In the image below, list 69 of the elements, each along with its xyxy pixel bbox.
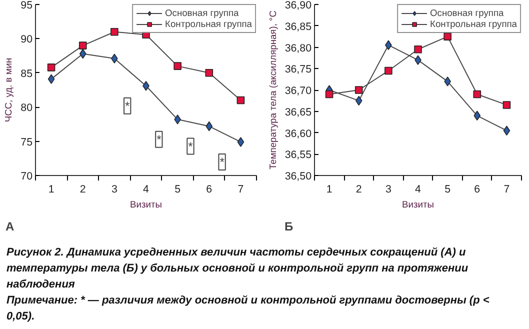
x-tick-label: 2 bbox=[356, 184, 362, 196]
y-tick-label: 36,70 bbox=[284, 85, 312, 97]
point bbox=[444, 76, 451, 86]
x-axis-title: Визиты bbox=[402, 200, 434, 210]
point bbox=[474, 110, 481, 121]
y-axis-title: ЧСС, уд. в мин bbox=[4, 58, 14, 122]
point bbox=[414, 45, 422, 54]
point bbox=[79, 48, 86, 59]
x-tick-label: 7 bbox=[504, 184, 510, 196]
point bbox=[236, 96, 245, 104]
point bbox=[444, 32, 452, 40]
legend-label: Контрольная группа bbox=[165, 19, 252, 29]
y-tick-label: 95 bbox=[20, 0, 33, 12]
y-tick-label: 36,65 bbox=[284, 106, 312, 118]
annotation: * bbox=[220, 154, 225, 169]
point bbox=[384, 66, 392, 75]
y-tick-label: 85 bbox=[20, 68, 33, 80]
legend-label: Основная группа bbox=[430, 8, 504, 18]
point bbox=[502, 101, 511, 109]
y-axis-title: Температура тела (аксиллярная), °С bbox=[268, 10, 278, 170]
text: А bbox=[6, 220, 14, 234]
point bbox=[110, 28, 118, 36]
annotation: * bbox=[188, 139, 194, 154]
point bbox=[237, 137, 244, 147]
x-tick-label: 3 bbox=[385, 184, 392, 196]
point bbox=[205, 69, 214, 77]
x-tick-label: 5 bbox=[444, 184, 451, 196]
y-tick-label: 36,80 bbox=[284, 42, 312, 54]
y-tick-label: 36,50 bbox=[284, 170, 312, 182]
y-tick-label: 80 bbox=[20, 102, 33, 114]
y-tick-label: 36,85 bbox=[284, 20, 312, 33]
point bbox=[206, 121, 213, 132]
point bbox=[354, 86, 363, 94]
point bbox=[48, 74, 55, 84]
text: Примечание: * — различия между основной и контрольной группами достоверны (p < 0,05). bbox=[6, 294, 490, 322]
y-tick-label: 36,55 bbox=[284, 149, 312, 162]
point bbox=[473, 90, 482, 98]
x-tick-label: 2 bbox=[80, 184, 86, 196]
x-tick-label: 3 bbox=[111, 184, 118, 196]
y-tick-label: 90 bbox=[20, 34, 33, 46]
x-tick-label: 4 bbox=[415, 184, 422, 196]
y-tick-label: 36,75 bbox=[284, 64, 312, 76]
point bbox=[78, 42, 87, 50]
point bbox=[174, 62, 182, 70]
point bbox=[47, 64, 56, 72]
y-tick-label: 75 bbox=[20, 136, 33, 148]
x-tick-label: 5 bbox=[174, 184, 181, 196]
point bbox=[503, 126, 510, 136]
legend-label: Контрольная группа bbox=[430, 19, 517, 29]
x-tick-label: 6 bbox=[474, 184, 480, 196]
y-tick-label: 36,90 bbox=[284, 0, 312, 12]
x-tick-label: 6 bbox=[206, 184, 212, 196]
text: Б bbox=[284, 220, 294, 234]
annotation: * bbox=[125, 98, 130, 113]
point bbox=[355, 96, 362, 106]
x-axis-title: Визиты bbox=[130, 200, 162, 210]
y-tick-label: 36,60 bbox=[284, 128, 312, 140]
legend-label: Основная группа bbox=[165, 8, 239, 18]
x-tick-label: 1 bbox=[48, 184, 54, 196]
y-tick-label: 70 bbox=[20, 170, 33, 182]
text: Рисунок 2. Динамика усредненных величин частоты сердечных сокращений (А) и температуры тела (Б) у больных основной и контрольной групп на протяжении наблюдения bbox=[6, 246, 468, 290]
x-tick-label: 7 bbox=[238, 184, 244, 196]
point bbox=[111, 54, 118, 64]
x-tick-label: 4 bbox=[143, 184, 150, 196]
annotation: * bbox=[156, 132, 162, 146]
point bbox=[174, 114, 181, 124]
point bbox=[325, 90, 334, 98]
point bbox=[414, 55, 422, 65]
x-tick-label: 1 bbox=[326, 184, 332, 196]
